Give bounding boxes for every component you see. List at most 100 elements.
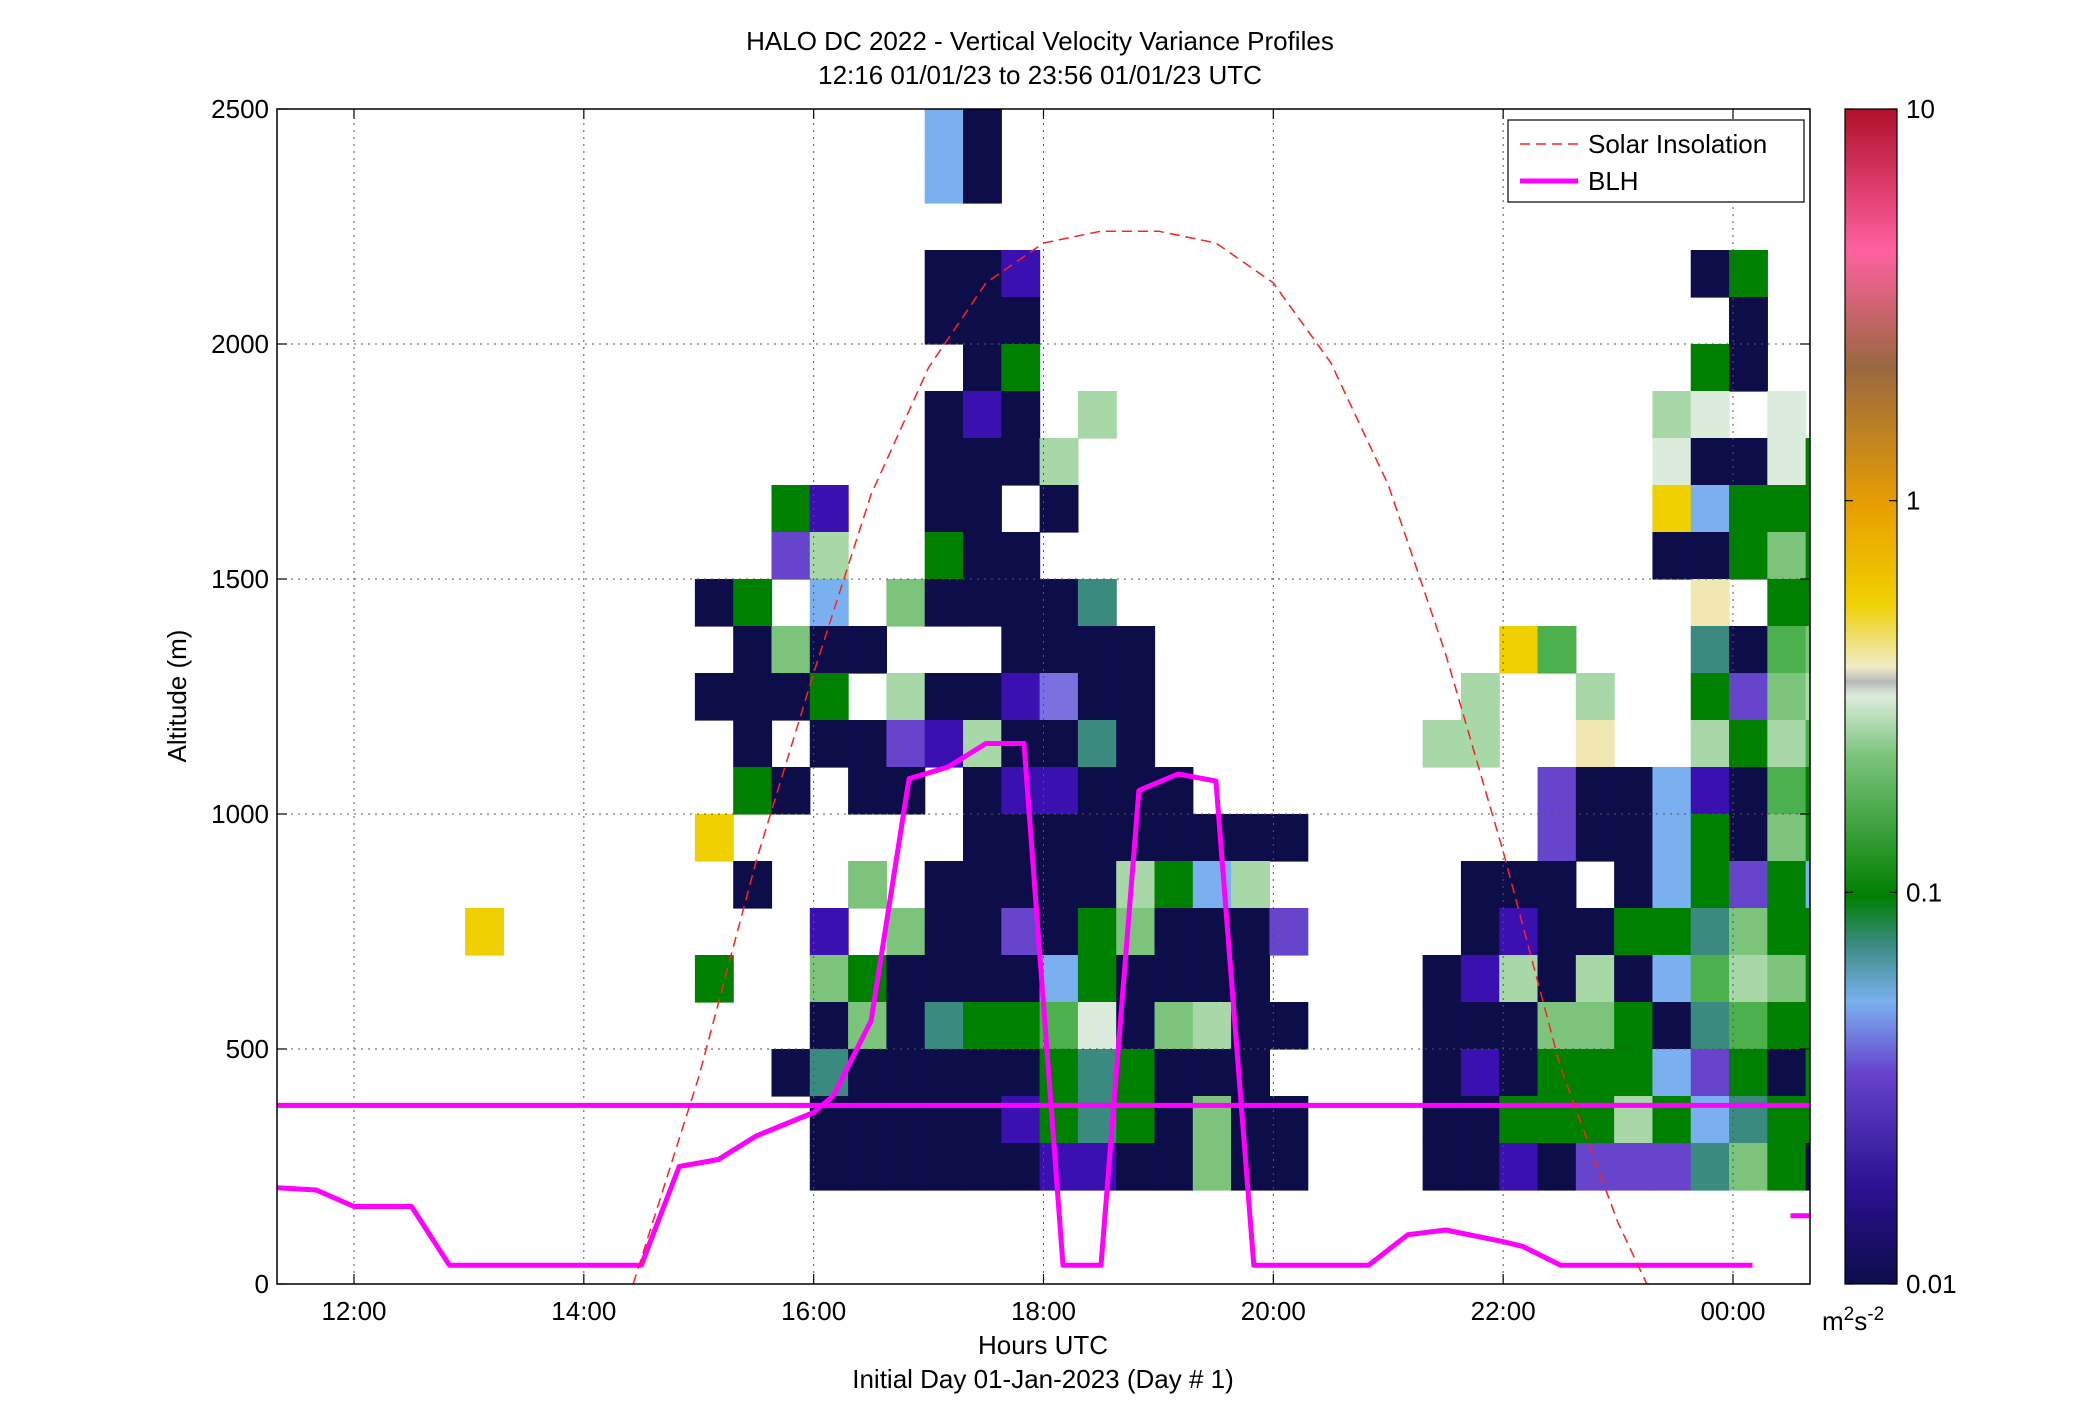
heatmap-cell [1039,908,1079,956]
heatmap-cell [1575,720,1615,768]
heatmap-cell [1614,955,1654,1003]
heatmap-cell [1921,673,1960,721]
heatmap-cell [1805,485,1810,533]
heatmap-cell [963,1143,1002,1191]
heatmap-cell [848,720,887,768]
heatmap-cell [1614,1143,1654,1191]
heatmap-cell [848,861,887,909]
heatmap-cell [1422,1143,1462,1191]
heatmap-cell [1231,1143,1271,1191]
heatmap-cell [1921,955,1960,1003]
heatmap-cell [1460,673,1500,721]
heatmap-cell [1959,1096,1998,1144]
heatmap-cell [1997,861,2036,909]
heatmap-cell [1921,767,1960,815]
heatmap-cell [1116,720,1156,768]
heatmap-cell [1116,626,1156,674]
heatmap-cell [1652,767,1692,815]
x-axis-sublabel: Initial Day 01-Jan-2023 (Day # 1) [852,1364,1234,1394]
heatmap-cell [924,156,964,204]
heatmap-cell [1729,626,1768,674]
heatmap-cell [924,1002,964,1050]
heatmap-cell [886,1143,926,1191]
heatmap-cell [1460,1143,1500,1191]
heatmap-cell [1729,908,1768,956]
heatmap-cell [1805,720,1810,768]
heatmap-cell [924,250,964,298]
heatmap-cell [1997,1096,2036,1144]
heatmap-cell [1231,814,1271,862]
heatmap-cell [1077,861,1117,909]
heatmap-cell [1729,532,1768,580]
heatmap-cell [1001,955,1041,1003]
heatmap-cell [963,391,1002,439]
heatmap-cell [1805,1143,1810,1191]
heatmap-cell [1997,1143,2036,1191]
y-tick-label: 500 [226,1034,269,1064]
heatmap-cell [1460,908,1500,956]
heatmap-cell [1959,720,1998,768]
heatmap-cell [1269,814,1309,862]
heatmap-cell [1614,1002,1654,1050]
heatmap-cell [771,1049,811,1097]
heatmap-cell [1537,767,1577,815]
heatmap-cell [1690,626,1730,674]
heatmap-cell [465,908,504,956]
heatmap-cell [1729,1002,1768,1050]
heatmap-cell [1614,814,1654,862]
heatmap-cell [1805,532,1810,580]
heatmap-cell [963,767,1002,815]
heatmap-cell [1116,861,1156,909]
heatmap-cell [1652,908,1692,956]
heatmap-cell [1231,908,1271,956]
heatmap-cell [1690,485,1730,533]
heatmap-cell [1959,1049,1998,1097]
heatmap-cell [1921,814,1960,862]
chart-title: HALO DC 2022 - Vertical Velocity Varianc… [746,26,1334,56]
heatmap-cell [1805,814,1810,862]
heatmap-cell [1077,814,1117,862]
heatmap-cell [1001,626,1041,674]
heatmap-cell [1575,908,1615,956]
heatmap-cell [1077,908,1117,956]
heatmap-cell [963,485,1002,533]
heatmap-cell [1690,814,1730,862]
heatmap-cell [924,109,964,157]
heatmap-cell [963,673,1002,721]
heatmap-cell [1077,673,1117,721]
heatmap-cell [963,297,1002,345]
heatmap-cell [1729,1049,1768,1097]
heatmap-cell [1039,814,1079,862]
heatmap-cell [1767,955,1807,1003]
x-tick-label: 12:00 [321,1296,386,1326]
heatmap-cell [1575,1143,1615,1191]
heatmap-cell [1499,955,1539,1003]
line-layer [277,230,1810,1284]
heatmap-cell [1959,579,1998,627]
heatmap-cell [1805,1096,1810,1144]
heatmap-cell [1767,720,1807,768]
heatmap-cell [1001,438,1041,486]
colorbar-ticks: 0.01 0.1 1 10 [1845,94,1957,1299]
heatmap-cell [1499,861,1539,909]
heatmap-cell [1729,955,1768,1003]
heatmap-cell [1805,955,1810,1003]
y-tick-label: 2500 [211,94,269,124]
heatmap-cell [1959,1002,1998,1050]
heatmap-cell [963,344,1002,392]
heatmap-cell [1767,1002,1807,1050]
heatmap-cell [1192,1049,1232,1097]
heatmap-cell [1499,1049,1539,1097]
heatmap-cell [1614,861,1654,909]
heatmap-cell [1729,344,1768,392]
heatmap-cell [1422,955,1462,1003]
heatmap-cell [1575,767,1615,815]
heatmap-cell [1690,955,1730,1003]
heatmap-cell [1039,720,1079,768]
heatmap-cell [809,532,849,580]
heatmap-cell [1767,532,1807,580]
heatmap-cell [694,955,734,1003]
heatmap-cell [1039,861,1079,909]
heatmap-cell [886,1002,926,1050]
